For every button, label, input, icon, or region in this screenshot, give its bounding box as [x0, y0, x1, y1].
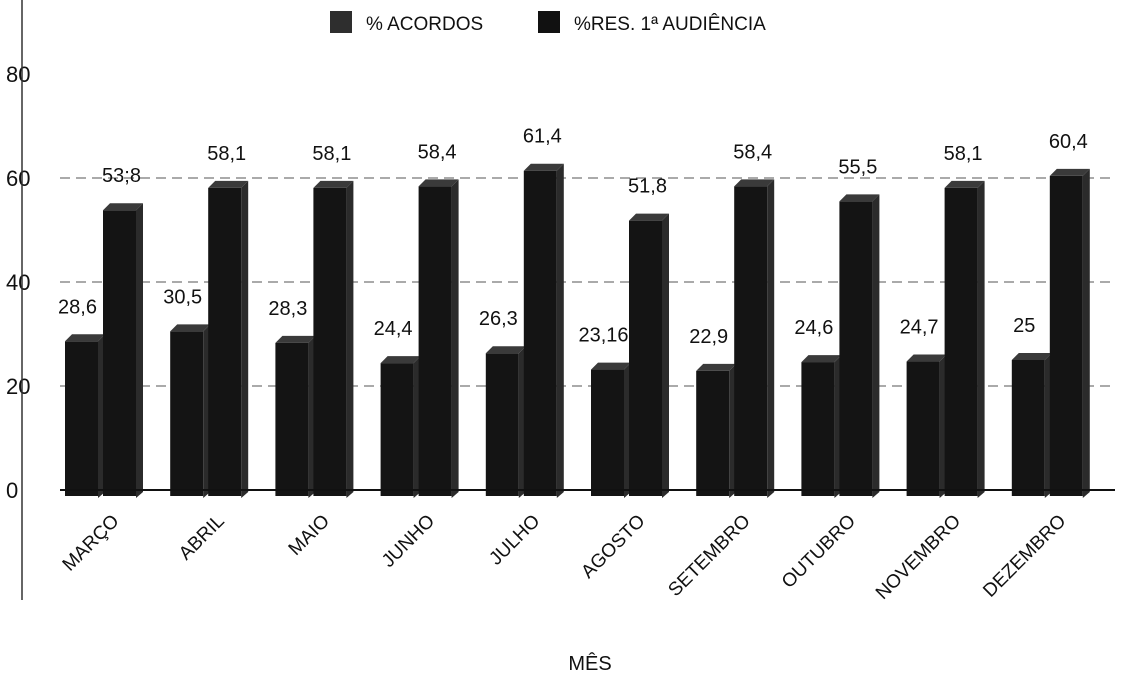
data-label-acordos-junho: 24,4: [374, 318, 413, 340]
data-label-acordos-setembro: 22,9: [689, 326, 728, 348]
y-tick-label-60: 60: [6, 166, 30, 191]
data-label-res-1a-audiencia-outubro: 55,5: [838, 156, 877, 178]
data-label-res-1a-audiencia-novembro: 58,1: [944, 143, 983, 165]
data-label-res-1a-audiencia-abril: 58,1: [207, 143, 246, 165]
bar-res-1a-audiencia-outubro: [839, 201, 873, 496]
bar-top-1-julho: [523, 163, 564, 171]
bar-side-1-outubro: [872, 194, 880, 498]
data-label-res-1a-audiencia-agosto: 51,8: [628, 176, 667, 198]
bar-side-1-maio: [346, 180, 354, 498]
bar-top-0-julho: [485, 346, 526, 354]
bar-res-1a-audiencia-agosto: [629, 220, 662, 496]
bar-top-1-dezembro: [1049, 168, 1090, 176]
data-label-res-1a-audiencia-setembro: 58,4: [733, 141, 772, 163]
bar-top-0-dezembro: [1011, 353, 1052, 360]
x-tick-label-novembro: NOVEMBRO: [872, 511, 965, 604]
legend: % ACORDOS %RES. 1ª AUDIÊNCIA: [330, 11, 766, 35]
x-tick-label-dezembro: DEZEMBRO: [979, 511, 1070, 602]
data-label-acordos-julho: 26,3: [479, 308, 518, 330]
x-tick-label-maio: MAIO: [285, 511, 334, 560]
bar-acordos-junho: [380, 363, 414, 496]
bar-res-1a-audiencia-abril: [208, 187, 242, 496]
bar-top-1-março: [103, 203, 143, 211]
bar-top-1-junho: [418, 179, 459, 187]
bar-top-1-outubro: [839, 194, 880, 202]
data-label-res-1a-audiencia-julho: 61,4: [523, 126, 562, 148]
bar-side-1-março: [136, 203, 143, 499]
data-label-acordos-novembro: 24,7: [900, 317, 939, 339]
data-label-res-1a-audiencia-junho: 58,4: [418, 141, 457, 163]
bar-res-1a-audiencia-junho: [418, 186, 452, 496]
legend-label-res-1a-audiencia: %RES. 1ª AUDIÊNCIA: [574, 13, 766, 35]
bar-res-1a-audiencia-dezembro: [1049, 175, 1083, 497]
bar-top-0-março: [65, 334, 105, 342]
y-axis: 0 20 40 60 80: [6, 0, 30, 600]
legend-swatch-acordos: [330, 11, 352, 33]
x-tick-label-outubro: OUTUBRO: [778, 511, 860, 593]
x-tick-label-junho: JUNHO: [378, 511, 439, 572]
x-tick-label-agosto: AGOSTO: [577, 511, 649, 583]
bar-acordos-julho: [485, 353, 519, 496]
bar-top-1-agosto: [629, 213, 669, 221]
bar-top-0-outubro: [801, 355, 842, 363]
bar-res-1a-audiencia-julho: [523, 170, 557, 496]
bar-acordos-maio: [275, 342, 309, 496]
data-label-acordos-maio: 28,3: [268, 298, 307, 320]
x-tick-label-março: MARÇO: [59, 511, 124, 576]
x-tick-label-setembro: SETEMBRO: [664, 511, 754, 601]
bar-side-1-agosto: [662, 213, 669, 498]
bar-acordos-setembro: [696, 370, 730, 496]
y-tick-label-40: 40: [6, 270, 30, 295]
bar-top-0-setembro: [696, 363, 737, 371]
bars: [65, 163, 1090, 499]
bar-side-1-julho: [556, 163, 564, 498]
bar-res-1a-audiencia-novembro: [944, 187, 978, 496]
data-label-res-1a-audiencia-maio: 58,1: [312, 143, 351, 165]
bar-acordos-novembro: [906, 361, 940, 496]
bar-top-1-setembro: [734, 179, 775, 187]
bar-side-1-setembro: [767, 179, 775, 498]
y-tick-label-20: 20: [6, 374, 30, 399]
data-label-res-1a-audiencia-dezembro: 60,4: [1049, 131, 1088, 153]
bar-acordos-agosto: [591, 369, 624, 496]
x-tick-label-julho: JULHO: [485, 511, 544, 570]
bar-side-1-novembro: [977, 180, 985, 498]
y-tick-label-80: 80: [6, 62, 30, 87]
x-tick-label-abril: ABRIL: [175, 511, 229, 565]
bar-side-1-junho: [451, 179, 459, 498]
bar-res-1a-audiencia-março: [103, 210, 136, 497]
bar-top-0-agosto: [591, 362, 631, 370]
bar-top-0-novembro: [906, 354, 947, 362]
bar-acordos-dezembro: [1011, 360, 1045, 496]
data-label-res-1a-audiencia-março: 53;8: [102, 165, 141, 187]
data-label-acordos-abril: 30,5: [163, 286, 202, 308]
y-tick-label-0: 0: [6, 478, 18, 503]
bar-top-1-novembro: [944, 180, 985, 188]
bar-acordos-abril: [170, 331, 204, 496]
data-label-acordos-março: 28,6: [58, 296, 97, 318]
data-label-acordos-agosto: 23,16: [578, 325, 628, 347]
bar-top-1-abril: [208, 180, 249, 188]
bar-acordos-outubro: [801, 362, 835, 496]
bar-top-1-maio: [313, 180, 354, 188]
bar-res-1a-audiencia-setembro: [734, 186, 768, 496]
bar-res-1a-audiencia-maio: [313, 187, 347, 496]
data-label-acordos-dezembro: 25: [1013, 315, 1035, 337]
bar-side-1-dezembro: [1082, 168, 1090, 499]
legend-label-acordos: % ACORDOS: [366, 14, 483, 35]
data-label-acordos-outubro: 24,6: [794, 317, 833, 339]
legend-swatch-res-1a-audiencia: [538, 11, 560, 33]
bar-acordos-março: [65, 341, 98, 496]
bar-side-1-abril: [241, 180, 249, 498]
x-axis-title: MÊS: [568, 652, 611, 675]
bar-top-0-abril: [170, 324, 211, 332]
data-labels: 28,6 53;8 30,5 58,1 28,3 58,1 24,4 58,4 26,3 61,4…: [58, 126, 1088, 348]
x-axis: MARÇO ABRIL MAIO JUNHO JULHO AGOSTO SETEMBRO OU…: [59, 489, 1115, 604]
bar-top-0-maio: [275, 335, 316, 343]
bar-top-0-junho: [380, 356, 421, 364]
